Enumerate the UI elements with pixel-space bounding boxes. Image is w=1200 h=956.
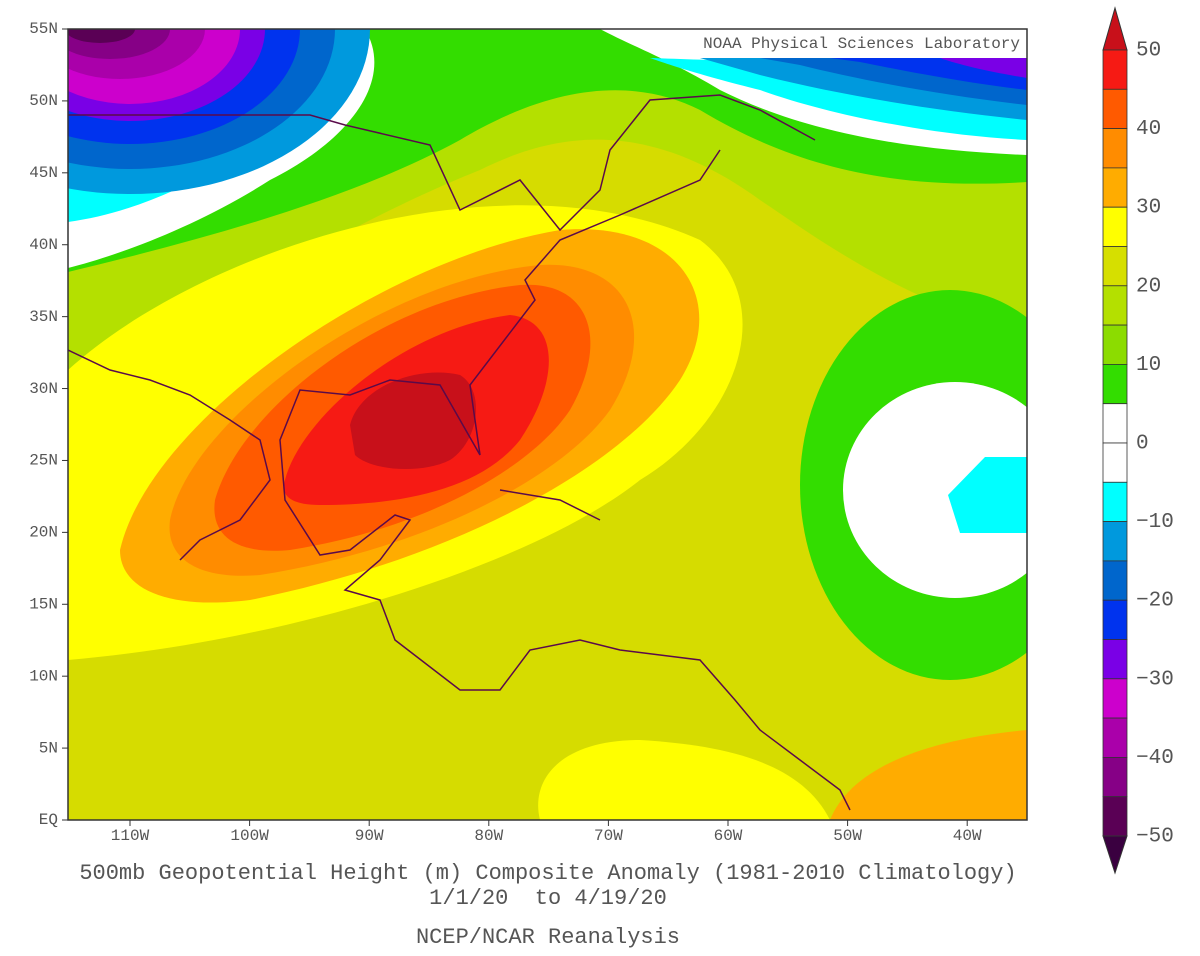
credit: NOAA Physical Sciences Laboratory [703,35,1020,53]
colorbar-label: 0 [1136,433,1149,456]
colorbar-label: 30 [1136,197,1161,220]
lat-label: 30N [29,380,58,398]
lat-label: 40N [29,236,58,254]
colorbar-label: 50 [1136,40,1161,63]
lat-label: 50N [29,92,58,110]
lat-label: 35N [29,308,58,326]
colorbar-arrow [1102,6,1128,51]
colorbar-label: 20 [1136,275,1161,298]
lon-label: 70W [594,827,623,845]
colorbar-label: −40 [1136,747,1174,770]
colorbar-segment [1102,88,1128,130]
colorbar-segment [1102,49,1128,90]
lon-label: 100W [230,827,269,845]
colorbar-segment [1102,678,1128,719]
colorbar-segment [1102,757,1128,798]
colorbar-segment [1102,599,1128,640]
colorbar-segment [1102,560,1128,601]
colorbar-segment [1102,796,1128,837]
colorbar-label: −30 [1136,668,1174,691]
caption-source: NCEP/NCAR Reanalysis [416,925,680,950]
colorbar-segment [1102,521,1128,562]
colorbar-segment [1102,639,1128,680]
lon-label: 90W [355,827,384,845]
colorbar-segment [1102,285,1128,326]
lat-label: 5N [39,739,58,757]
colorbar-segment [1102,717,1128,758]
colorbar-segment [1102,167,1128,208]
colorbar-label: 10 [1136,354,1161,377]
lat-label: 45N [29,164,58,182]
lat-label: 25N [29,452,58,470]
credit-box [660,31,1024,57]
colorbar-segment [1102,206,1128,247]
colorbar-segment [1102,128,1128,169]
colorbar-segment [1102,324,1128,365]
colorbar-label: 40 [1136,118,1161,141]
lat-label: 15N [29,595,58,613]
lat-label: 55N [29,20,58,38]
map-frame [67,28,1028,821]
lon-label: 60W [714,827,743,845]
colorbar-label: −10 [1136,511,1174,534]
lon-label: 110W [111,827,150,845]
colorbar-segment [1102,363,1128,405]
colorbar-segment [1102,442,1128,483]
colorbar-segment [1102,246,1128,287]
lat-label: EQ [39,811,58,829]
colorbar-segment [1102,403,1128,444]
colorbar-segment [1102,481,1128,522]
colorbar-label: −20 [1136,590,1174,613]
caption-period: 1/1/20 to 4/19/20 [429,886,667,911]
caption-title: 500mb Geopotential Height (m) Composite … [79,861,1016,886]
lon-label: 80W [474,827,503,845]
colorbar-arrow [1102,835,1128,875]
lat-label: 10N [29,667,58,685]
colorbar-label: −50 [1136,826,1174,849]
map [68,29,1027,820]
lon-label: 40W [953,827,982,845]
lat-label: 20N [29,524,58,542]
lon-label: 50W [833,827,862,845]
